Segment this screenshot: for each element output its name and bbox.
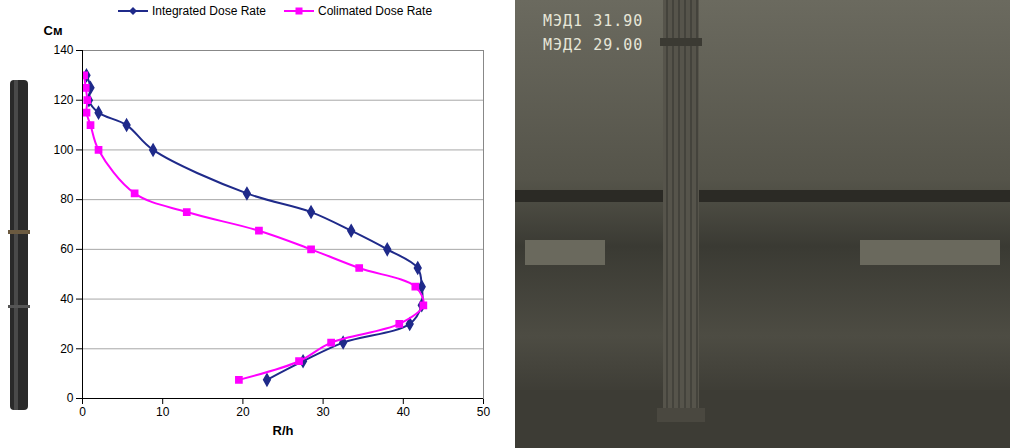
svg-text:R/h: R/h — [273, 423, 294, 438]
svg-text:80: 80 — [60, 192, 74, 206]
svg-text:См: См — [44, 23, 63, 38]
svg-text:30: 30 — [316, 405, 330, 419]
svg-text:60: 60 — [60, 242, 74, 256]
svg-text:20: 20 — [236, 405, 250, 419]
svg-text:140: 140 — [53, 43, 73, 57]
svg-text:0: 0 — [79, 405, 86, 419]
svg-text:120: 120 — [53, 93, 73, 107]
svg-text:10: 10 — [156, 405, 170, 419]
svg-text:50: 50 — [477, 405, 491, 419]
svg-text:40: 40 — [60, 292, 74, 306]
html-text:МЭД2 29.00: МЭД2 29.00 — [543, 36, 644, 54]
html-text:Colimated Dose Rate: Colimated Dose Rate — [318, 4, 433, 18]
svg-text:40: 40 — [397, 405, 411, 419]
html-text:МЭД1 31.90: МЭД1 31.90 — [543, 12, 644, 30]
svg-text:20: 20 — [60, 342, 74, 356]
html-text:Integrated Dose Rate: Integrated Dose Rate — [151, 4, 266, 18]
svg-text:0: 0 — [67, 391, 74, 405]
svg-text:100: 100 — [53, 143, 73, 157]
